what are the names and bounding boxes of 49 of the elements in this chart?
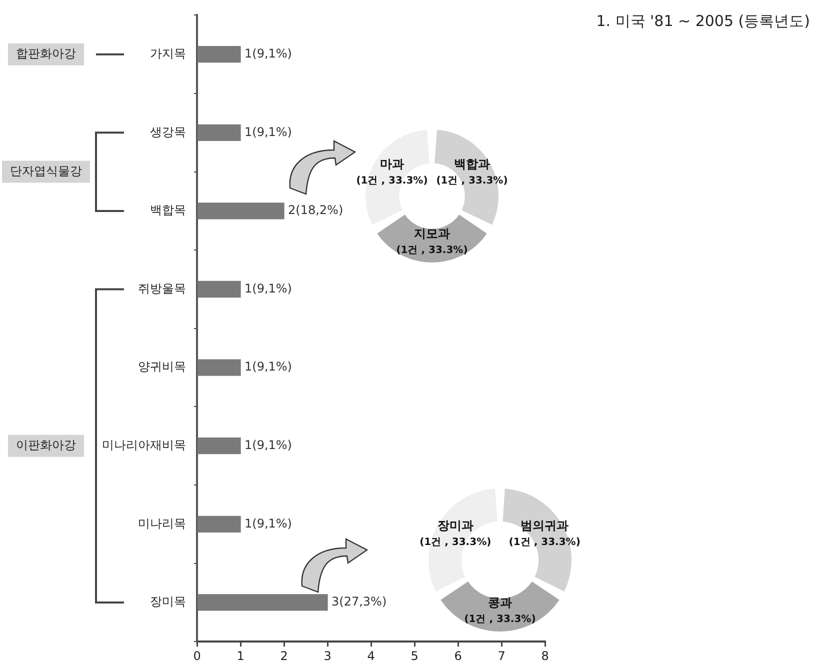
slice-label: 마과 bbox=[380, 157, 404, 172]
x-tick-label: 6 bbox=[454, 648, 462, 663]
data-label: 1(9,1%) bbox=[244, 516, 292, 530]
text: 합판화아강 bbox=[16, 46, 76, 60]
x-tick-label: 0 bbox=[193, 648, 201, 663]
y-tick-label: 백합목 bbox=[150, 203, 186, 218]
data-label: 1(9,1%) bbox=[244, 281, 292, 296]
data-label: (1건 , 33.3%) bbox=[356, 176, 428, 186]
data-label: 1(9,1%) bbox=[244, 438, 292, 452]
bar bbox=[197, 280, 241, 298]
bar bbox=[197, 438, 241, 454]
x-tick-label: 5 bbox=[410, 648, 418, 663]
data-label: (1건 , 33.3%) bbox=[436, 176, 508, 186]
x-tick-label: 8 bbox=[541, 648, 549, 663]
slice-label: 범의귀과 bbox=[520, 518, 569, 532]
bar bbox=[197, 202, 284, 220]
bar bbox=[197, 516, 241, 532]
bar bbox=[197, 594, 328, 611]
bar bbox=[197, 359, 241, 376]
data-label: (1건 , 33.3%) bbox=[396, 244, 468, 256]
data-label: (1건 , 33.3%) bbox=[508, 536, 580, 548]
y-tick-label: 쥐방울목 bbox=[138, 281, 186, 296]
y-tick-label: 미나리목 bbox=[138, 516, 186, 530]
x-tick-label: 1 bbox=[236, 648, 244, 663]
x-tick-label: 2 bbox=[280, 648, 288, 663]
slice-label: 콩과 bbox=[488, 596, 512, 610]
y-tick-label: 양귀비목 bbox=[138, 360, 186, 374]
bar bbox=[197, 124, 241, 141]
text: 이판화아강 bbox=[16, 438, 76, 452]
slice-label: 지모과 bbox=[414, 226, 450, 240]
text: 1. 미국 '81 ~ 2005 (등록년도) bbox=[596, 12, 810, 31]
data-label: 3(27,3%) bbox=[332, 594, 387, 609]
data-label: 1(9,1%) bbox=[244, 124, 292, 139]
data-label: 1(9,1%) bbox=[244, 360, 292, 374]
data-label: (1건 , 33.3%) bbox=[420, 536, 492, 548]
x-tick-label: 7 bbox=[498, 648, 506, 663]
x-tick-label: 3 bbox=[324, 648, 332, 663]
x-tick-label: 4 bbox=[367, 648, 375, 663]
y-tick-label: 생강목 bbox=[150, 124, 186, 139]
bar bbox=[197, 46, 241, 63]
data-label: (1건 , 33.3%) bbox=[464, 614, 536, 626]
data-label: 1(9,1%) bbox=[244, 46, 292, 60]
data-label: 2(18,2%) bbox=[288, 203, 344, 218]
slice-label: 장미과 bbox=[437, 518, 474, 532]
text: 단자엽식물강 bbox=[10, 164, 82, 178]
y-tick-label: 가지목 bbox=[150, 46, 186, 60]
slice-label: 백합과 bbox=[454, 157, 490, 172]
y-tick-label: 미나리아재비목 bbox=[102, 438, 186, 452]
y-tick-label: 장미목 bbox=[150, 594, 186, 609]
